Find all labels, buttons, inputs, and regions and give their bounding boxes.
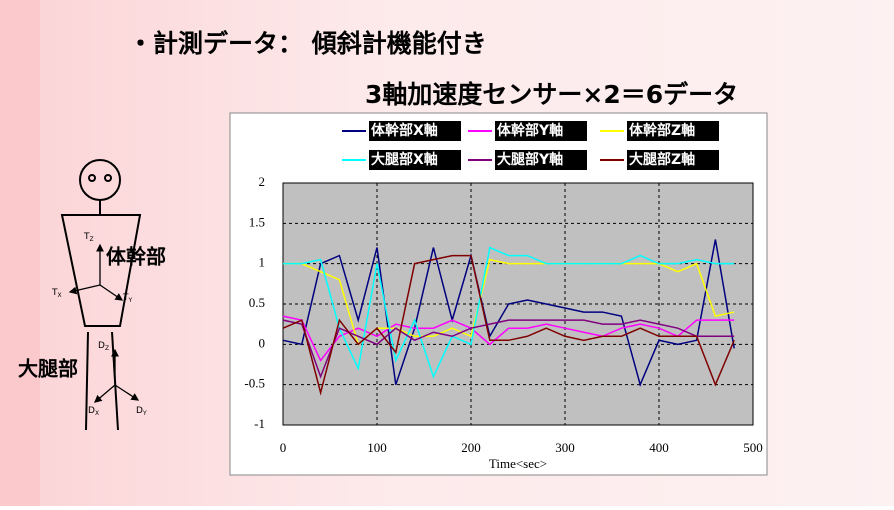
x-tick-label: 400 <box>649 440 669 455</box>
x-tick-label: 100 <box>367 440 387 455</box>
y-tick-label: -1 <box>254 416 265 431</box>
axis-sub: Y <box>128 297 133 304</box>
axis-sub: Y <box>142 410 147 417</box>
axis-sub: X <box>95 410 99 417</box>
axis-base: D <box>88 406 95 416</box>
legend-label: 大腿部Z軸 <box>629 151 695 168</box>
x-tick-label: 200 <box>461 440 481 455</box>
axis-sub: Z <box>90 236 94 243</box>
legend-label: 体幹部X軸 <box>371 122 438 139</box>
legend-label: 大腿部X軸 <box>371 151 438 168</box>
x-tick-label: 300 <box>555 440 575 455</box>
side-strip <box>0 0 40 506</box>
slide-subtitle: 3軸加速度センサー×2＝6データ <box>365 80 738 109</box>
legend-label: 大腿部Y軸 <box>497 151 563 168</box>
axis-base: D <box>136 406 143 416</box>
x-tick-label: 0 <box>280 440 287 455</box>
slide: ・計測データ： 傾斜計機能付き 3軸加速度センサー×2＝6データ 体幹部 大腿部… <box>0 0 894 506</box>
y-tick-label: 1 <box>259 255 266 270</box>
thigh-label: 大腿部 <box>18 357 78 381</box>
x-tick-label: 500 <box>743 440 763 455</box>
trunk-label: 体幹部 <box>106 245 166 269</box>
y-tick-label: 1.5 <box>249 214 265 229</box>
axis-sub: Z <box>105 345 109 352</box>
y-tick-label: 2 <box>259 174 266 189</box>
y-tick-label: 0.5 <box>249 295 265 310</box>
slide-title: ・計測データ： 傾斜計機能付き <box>128 29 487 58</box>
axis-base: D <box>98 341 105 351</box>
x-axis-title: Time<sec> <box>489 456 547 471</box>
y-tick-label: 0 <box>259 335 266 350</box>
axis-sub: X <box>58 292 62 299</box>
y-tick-label: -0.5 <box>244 376 265 391</box>
legend-label: 体幹部Z軸 <box>629 122 695 139</box>
legend-label: 体幹部Y軸 <box>497 122 563 139</box>
